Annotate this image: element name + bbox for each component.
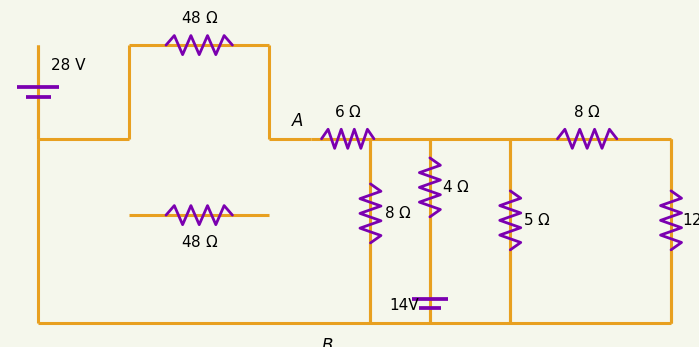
Text: 4 $\Omega$: 4 $\Omega$ [442, 179, 470, 195]
Text: 48 $\Omega$: 48 $\Omega$ [180, 10, 218, 26]
Text: $A$: $A$ [291, 112, 304, 130]
Text: 28 V: 28 V [51, 58, 85, 73]
Text: 48 $\Omega$: 48 $\Omega$ [180, 234, 218, 250]
Text: 5 $\Omega$: 5 $\Omega$ [523, 212, 551, 228]
Text: 8 $\Omega$: 8 $\Omega$ [573, 104, 601, 120]
Text: 12 $\Omega$: 12 $\Omega$ [682, 212, 699, 228]
Text: $B$: $B$ [321, 337, 333, 347]
Text: 8 $\Omega$: 8 $\Omega$ [384, 205, 412, 221]
Text: 14V: 14V [390, 298, 419, 313]
Text: 6 $\Omega$: 6 $\Omega$ [334, 104, 361, 120]
